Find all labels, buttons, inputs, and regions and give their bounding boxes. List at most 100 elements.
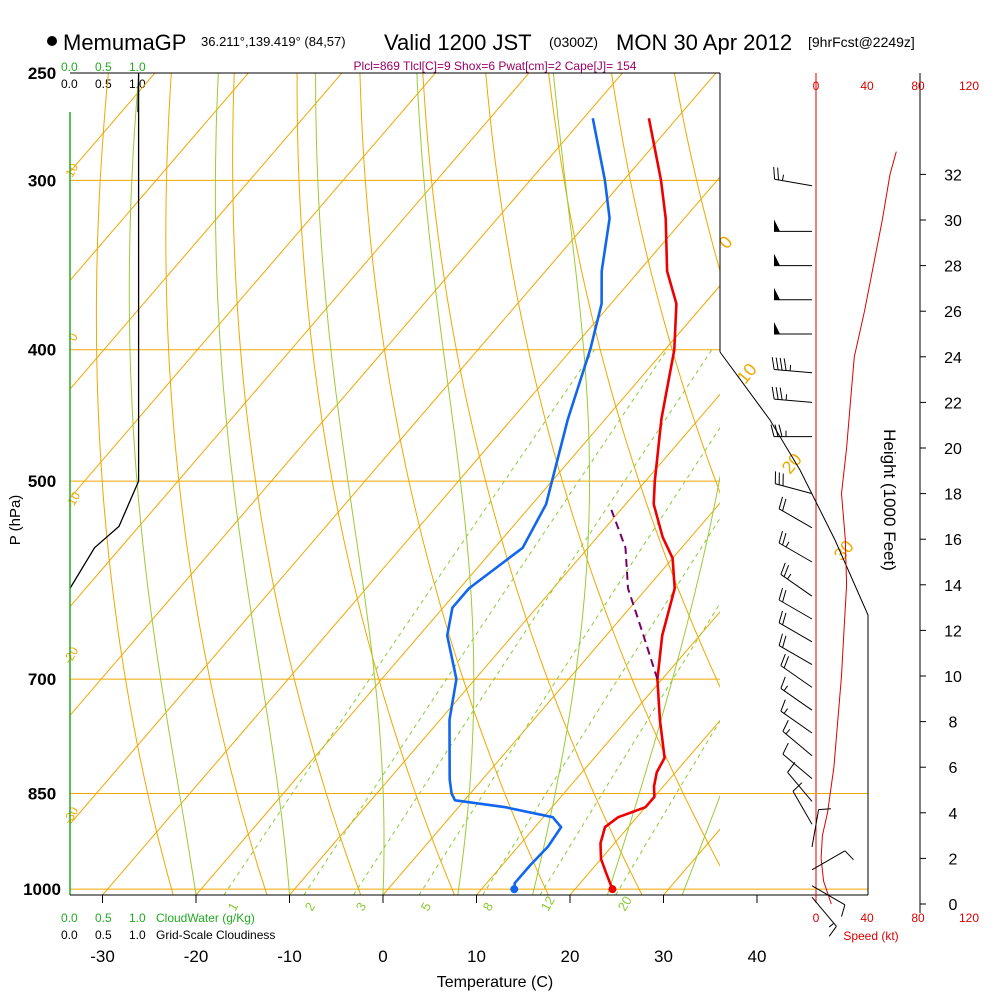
barb-flag [782, 720, 789, 732]
cloudwater-label: CloudWater (g/Kg) [156, 911, 255, 925]
temperature-tick-label: -30 [90, 947, 115, 966]
height-tick-label: 30 [944, 213, 962, 230]
temperature-tick-label: 10 [467, 947, 486, 966]
moist-adiabat-line [681, 794, 720, 895]
dry-adiabat-line [95, 73, 174, 895]
dry-adiabat-line [485, 73, 720, 867]
isotherm-line [0, 0, 174, 895]
barb-flag [775, 387, 779, 400]
temperature-tick-label: 30 [654, 947, 673, 966]
barb-staff [780, 665, 813, 688]
height-tick-label: 32 [944, 167, 962, 184]
mixing-ratio-line [303, 349, 668, 895]
height-tick-label: 14 [944, 578, 962, 595]
wind-panel-outline [719, 351, 869, 895]
cloudwater-tick: 1.0 [129, 911, 146, 925]
pressure-tick-label: 400 [28, 341, 56, 360]
wind-barb [782, 720, 813, 757]
isotherm-line [382, 502, 720, 895]
isotherm-line [70, 73, 343, 390]
pressure-tick-label: 250 [28, 64, 56, 83]
barb-flag [828, 925, 837, 937]
mixing-ratio-label: 20 [615, 893, 635, 913]
wind-barb [773, 166, 813, 187]
cloudiness-tick: 0.5 [95, 77, 112, 91]
barb-flag [844, 850, 854, 861]
barb-flag [771, 386, 775, 400]
height-tick-label: 28 [944, 259, 962, 276]
cloudwater-tick: 1.0 [129, 60, 146, 74]
mixing-ratio-line [539, 602, 720, 895]
pressure-tick-label: 700 [28, 670, 56, 689]
speed-axis-title: Speed (kt) [843, 929, 898, 943]
speed-tick: 0 [813, 79, 820, 93]
cloudiness-tick: 0.5 [95, 928, 112, 942]
isotherm-line [70, 73, 250, 282]
barb-staff [778, 622, 813, 643]
forecast-info: [9hrFcst@2249z] [808, 34, 915, 50]
cloudiness-label: Grid-Scale Cloudiness [156, 928, 275, 942]
temperature-tick-label: -10 [277, 947, 302, 966]
isotherm-line [476, 611, 720, 895]
wind-barb [778, 610, 813, 643]
temperature-tick-label: -20 [184, 947, 209, 966]
barb-pennant [774, 287, 780, 300]
barb-flag [780, 562, 786, 575]
barb-flag [782, 612, 787, 625]
wind-barb [811, 850, 854, 871]
barb-flag [773, 166, 776, 180]
isotherm-line [70, 73, 717, 825]
dry-adiabat-line [232, 73, 362, 895]
mixing-ratio-line [223, 349, 595, 895]
barb-half-flag [785, 394, 788, 401]
dry-adiabat-line [296, 73, 455, 895]
isotherm-label: 10 [733, 359, 761, 387]
pressure-tick-label: 500 [28, 472, 56, 491]
isotherm-line [289, 393, 720, 895]
barb-flag [792, 782, 803, 792]
barb-staff [780, 687, 813, 711]
wind-barb [778, 496, 813, 529]
mixing-ratio-line [615, 719, 720, 895]
barb-staff [778, 599, 813, 620]
barb-flag [778, 610, 783, 623]
stability-indices: Plcl=869 Tlcl[C]=9 Shox=6 Pwat[cm]=2 Cap… [354, 59, 637, 73]
barb-staff [811, 809, 820, 848]
barb-staff [778, 508, 813, 529]
height-tick-label: 20 [944, 441, 962, 458]
y-axis-title: P (hPa) [7, 495, 24, 546]
moist-adiabat-line [315, 73, 385, 895]
isotherm-line [569, 719, 720, 895]
mixing-ratio-line [418, 426, 720, 895]
dry-adiabat-line [548, 73, 720, 689]
wind-barb [780, 676, 813, 711]
mixing-ratio-label: 2 [302, 900, 319, 914]
barb-staff [811, 850, 846, 871]
barb-flag [778, 587, 783, 601]
height-tick-label: 6 [949, 760, 958, 777]
height-tick-label: 16 [944, 532, 962, 549]
cloudwater-tick: 0.5 [95, 60, 112, 74]
valid-date: MON 30 Apr 2012 [616, 30, 792, 55]
pressure-tick-label: 1000 [23, 880, 61, 899]
wind-barb [774, 287, 812, 301]
barb-flag [780, 653, 786, 666]
cloudiness-tick: 0.0 [61, 77, 78, 91]
barb-staff [774, 398, 813, 403]
moist-adiabat-line [214, 73, 290, 895]
surface-dewpoint-point [510, 885, 519, 894]
barb-staff [792, 791, 813, 825]
dry-adiabat-line [610, 73, 720, 495]
barb-flag [780, 676, 786, 689]
wind-barb [811, 808, 831, 848]
barb-staff [774, 368, 813, 374]
valid-time-utc: (0300Z) [549, 34, 598, 50]
cloudiness-profile-line [70, 73, 140, 589]
wind-speed-line [820, 151, 897, 905]
cloud-scale-bottom: 0.0 0.5 1.0 CloudWater (g/Kg) 0.0 0.5 1.… [61, 911, 275, 942]
height-tick-label: 2 [949, 851, 958, 868]
temperature-line [599, 118, 678, 890]
mixing-ratio-label: 12 [538, 893, 558, 913]
